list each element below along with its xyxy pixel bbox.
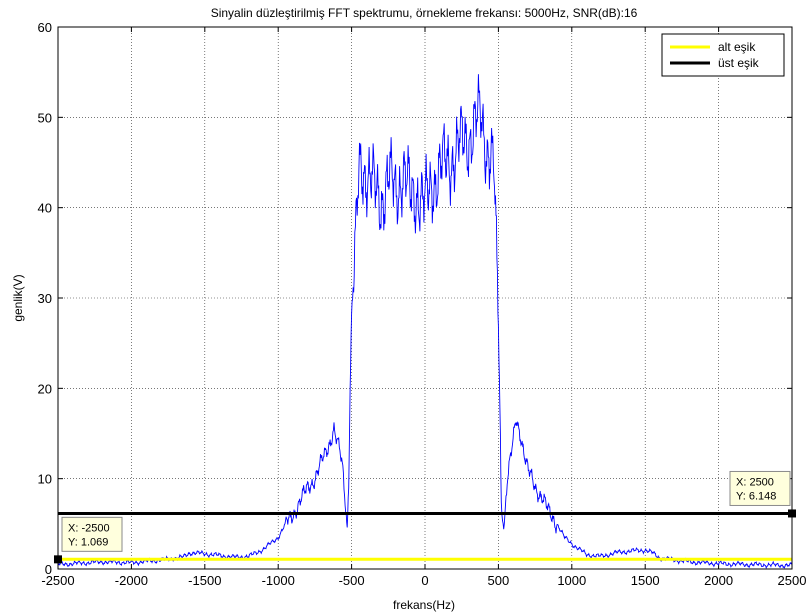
x-tick-label: -1500 [188,573,221,588]
data-tip-box [729,470,791,506]
legend-box [661,33,785,77]
data-tips[interactable]: X: -2500 Y: 1.069 X: 2500 Y: 6.148 [54,470,796,564]
x-tick-label: 1500 [631,573,660,588]
x-tick-label: -2500 [41,573,74,588]
chart-title: Sinyalin düzleştirilmiş FFT spektrumu, ö… [211,6,638,20]
data-tip-box [61,516,123,552]
x-tick-label: 2000 [704,573,733,588]
legend-label: üst eşik [718,56,760,70]
x-tick-label: 500 [488,573,510,588]
axes-frame [57,26,793,570]
series-lines [57,74,793,569]
data-tip-x: X: -2500 [68,522,110,534]
data-tip-marker[interactable] [54,555,62,564]
data-tip-marker[interactable] [788,509,796,518]
y-tick-label: 50 [38,110,52,125]
data-tip[interactable]: X: -2500 Y: 1.069 [54,516,123,564]
legend-label: alt eşik [718,40,756,54]
data-tip[interactable]: X: 2500 Y: 6.148 [729,470,796,518]
x-tick-label: 2500 [778,573,807,588]
x-tick-label: 1000 [557,573,586,588]
data-tip-y: Y: 6.148 [736,490,776,502]
data-tip-y: Y: 1.069 [68,536,108,548]
y-axis-label: genlik(V) [11,274,25,321]
legend[interactable]: alt eşik üst eşik [661,33,785,77]
y-tick-label: 60 [38,20,52,35]
y-tick-label: 10 [38,472,52,487]
data-tip-x: X: 2500 [736,476,774,488]
x-tick-label: -2000 [115,573,148,588]
grid [57,26,793,570]
x-tick-label: 0 [421,573,428,588]
y-tick-label: 40 [38,201,52,216]
x-tick-label: -500 [339,573,365,588]
y-tick-label: 20 [38,381,52,396]
x-axis-label: frekans(Hz) [393,598,455,612]
y-tick-label: 0 [45,562,52,577]
x-tick-label: -1000 [262,573,295,588]
y-tick-label: 30 [38,291,52,306]
axis-ticks: -2500 -2000 -1500 -1000 -500 0 500 1000 1500 2000… [38,20,807,588]
